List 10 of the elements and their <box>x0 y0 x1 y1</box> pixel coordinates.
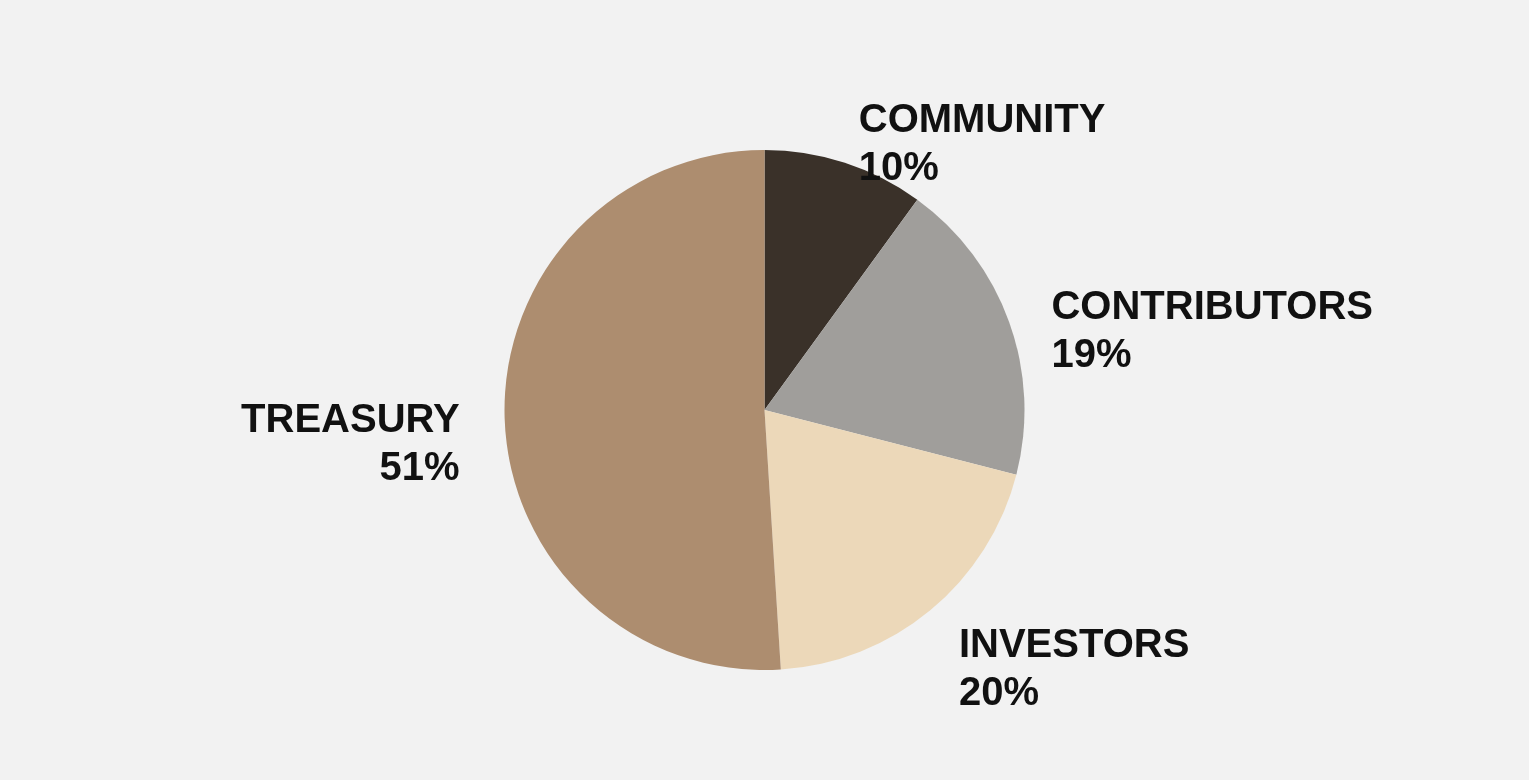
slice-label: INVESTORS <box>958 621 1190 666</box>
data-label: 20% <box>958 669 1039 714</box>
data-label: 10% <box>858 143 939 188</box>
pie-slice <box>764 199 1025 475</box>
slice-label: CONTRIBUTORS <box>1051 282 1373 327</box>
slice-label: TREASURY <box>241 395 460 440</box>
pie-slice <box>504 150 781 670</box>
data-label: 19% <box>1051 330 1132 375</box>
data-label: 51% <box>379 443 460 488</box>
slice-label: COMMUNITY <box>858 95 1106 140</box>
